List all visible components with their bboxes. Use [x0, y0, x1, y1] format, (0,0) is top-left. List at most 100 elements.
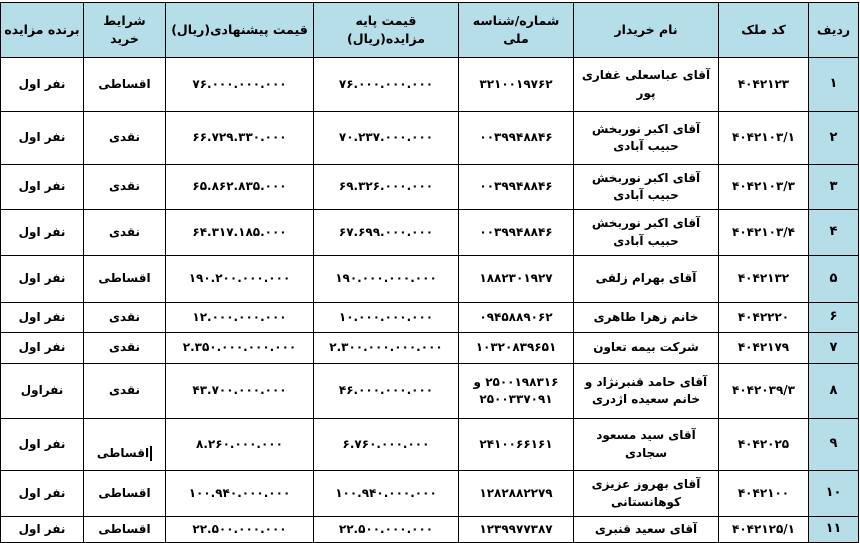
cell-row-number[interactable]: ۹: [808, 418, 859, 471]
cell-national-id[interactable]: ۰۰۳۹۹۴۸۸۴۶: [458, 209, 574, 256]
cell-offer-price[interactable]: ۲.۳۵۰.۰۰۰.۰۰۰.۰۰۰: [165, 332, 314, 364]
cell-buyer-name[interactable]: شرکت بیمه تعاون: [573, 332, 719, 364]
cell-base-price[interactable]: ۷۰.۲۳۷.۰۰۰.۰۰۰: [313, 111, 459, 165]
cell-base-price[interactable]: ۱۹۰.۰۰۰.۰۰۰.۰۰۰: [313, 255, 459, 303]
cell-property-code[interactable]: ۴۰۴۲۱۷۹: [718, 332, 809, 364]
cell-row-number[interactable]: ۷: [808, 332, 859, 364]
cell-auction-winner[interactable]: نفراول: [0, 363, 84, 419]
cell-national-id[interactable]: ۱۸۸۲۳۰۱۹۲۷: [458, 255, 574, 303]
cell-offer-price[interactable]: ۷۶.۰۰۰.۰۰۰.۰۰۰: [165, 57, 314, 112]
cell-property-code[interactable]: ۴۰۴۲۰۳۹/۳: [718, 363, 809, 419]
column-header-purchase-terms[interactable]: شرایط خرید: [83, 2, 166, 58]
cell-row-number[interactable]: ۱۱: [808, 516, 859, 543]
cell-row-number[interactable]: ۲: [808, 111, 859, 165]
cell-purchase-terms[interactable]: اقساطی: [83, 516, 166, 543]
cell-buyer-name[interactable]: آقای اکبر نوربخش حبیب آبادی: [573, 111, 719, 165]
column-header-offer-price[interactable]: قیمت پیشنهادی(ریال): [165, 2, 314, 58]
cell-row-number[interactable]: ۴: [808, 209, 859, 256]
cell-buyer-name[interactable]: آقای عباسعلی غفاری پور: [573, 57, 719, 112]
cell-offer-price[interactable]: ۶۶.۷۲۹.۳۳۰.۰۰۰: [165, 111, 314, 165]
cell-auction-winner[interactable]: نفر اول: [0, 470, 84, 517]
table-row: ۱۱ ۴۰۴۲۱۲۵/۱ آقای سعید قنبری ۱۲۳۹۹۷۷۳۸۷ …: [0, 516, 859, 543]
cell-auction-winner[interactable]: نفر اول: [0, 332, 84, 364]
cell-national-id[interactable]: ۱۲۸۲۸۸۲۲۷۹: [458, 470, 574, 517]
cell-national-id[interactable]: ۰۰۳۹۹۴۸۸۴۶: [458, 111, 574, 165]
cell-base-price[interactable]: ۷۶.۰۰۰.۰۰۰.۰۰۰: [313, 57, 459, 112]
cell-national-id[interactable]: ۰۰۳۹۹۴۸۸۴۶: [458, 164, 574, 210]
cell-property-code[interactable]: ۴۰۴۲۱۰۳/۱: [718, 111, 809, 165]
cell-buyer-name[interactable]: آقای اکبر نوربخش حبیب آبادی: [573, 164, 719, 210]
cell-row-number[interactable]: ۱۰: [808, 470, 859, 517]
cell-national-id[interactable]: ۲۵۰۰۱۹۸۳۱۶ و ۲۵۰۰۳۳۷۰۹۱: [458, 363, 574, 419]
column-header-auction-winner[interactable]: برنده مزایده: [0, 2, 84, 58]
cell-auction-winner[interactable]: نفر اول: [0, 164, 84, 210]
cell-purchase-terms[interactable]: اقساطی: [83, 255, 166, 303]
cell-offer-price[interactable]: ۱۰۰.۹۴۰.۰۰۰.۰۰۰: [165, 470, 314, 517]
cell-purchase-terms[interactable]: نقدی: [83, 302, 166, 333]
cell-purchase-terms[interactable]: نقدی: [83, 332, 166, 364]
cell-base-price[interactable]: ۲.۳۰۰.۰۰۰.۰۰۰.۰۰۰: [313, 332, 459, 364]
cell-buyer-name[interactable]: آقای اکبر نوربخش حبیب آبادی: [573, 209, 719, 256]
cell-property-code[interactable]: ۴۰۴۲۱۲۵/۱: [718, 516, 809, 543]
column-header-base-price[interactable]: قیمت پایه مزایده(ریال): [313, 2, 459, 58]
cell-base-price[interactable]: ۶.۷۶۰.۰۰۰.۰۰۰: [313, 418, 459, 471]
column-header-buyer-name[interactable]: نام خریدار: [573, 2, 719, 58]
cell-base-price[interactable]: ۲۲.۵۰۰.۰۰۰.۰۰۰: [313, 516, 459, 543]
cell-offer-price[interactable]: ۲۲.۵۰۰.۰۰۰.۰۰۰: [165, 516, 314, 543]
cell-row-number[interactable]: ۳: [808, 164, 859, 210]
cell-auction-winner[interactable]: نفر اول: [0, 57, 84, 112]
cell-buyer-name[interactable]: آقای حامد قنبرنژاد و خانم سعیده اژدری: [573, 363, 719, 419]
cell-property-code[interactable]: ۴۰۴۲۱۰۳/۴: [718, 209, 809, 256]
cell-property-code[interactable]: ۴۰۴۲۱۰۳/۳: [718, 164, 809, 210]
cell-offer-price[interactable]: ۸.۲۶۰.۰۰۰.۰۰۰: [165, 418, 314, 471]
cell-national-id[interactable]: ۱۰۳۲۰۸۳۹۶۵۱: [458, 332, 574, 364]
cell-base-price[interactable]: ۱۰.۰۰۰.۰۰۰.۰۰۰: [313, 302, 459, 333]
cell-property-code[interactable]: ۴۰۴۲۱۳۲: [718, 255, 809, 303]
cell-buyer-name[interactable]: آقای سعید قنبری: [573, 516, 719, 543]
cell-auction-winner[interactable]: نفر اول: [0, 302, 84, 333]
cell-buyer-name[interactable]: آقای سید مسعود سجادی: [573, 418, 719, 471]
cell-purchase-terms[interactable]: نقدی: [83, 111, 166, 165]
cell-purchase-terms[interactable]: اقساطی: [83, 57, 166, 112]
cell-row-number[interactable]: ۱: [808, 57, 859, 112]
column-header-national-id[interactable]: شماره/شناسه ملی: [458, 2, 574, 58]
cell-property-code[interactable]: ۴۰۴۲۱۲۳: [718, 57, 809, 112]
cell-purchase-terms[interactable]: اقساطی: [83, 418, 166, 471]
cell-row-number[interactable]: ۶: [808, 302, 859, 333]
cell-offer-price[interactable]: ۶۵.۸۶۲.۸۳۵.۰۰۰: [165, 164, 314, 210]
cell-row-number[interactable]: ۸: [808, 363, 859, 419]
cell-purchase-terms[interactable]: نقدی: [83, 164, 166, 210]
cell-property-code[interactable]: ۴۰۴۲۲۲۰: [718, 302, 809, 333]
cell-auction-winner[interactable]: نفر اول: [0, 209, 84, 256]
cell-offer-price[interactable]: ۱۹۰.۲۰۰.۰۰۰.۰۰۰: [165, 255, 314, 303]
cell-property-code[interactable]: ۴۰۴۲۰۲۵: [718, 418, 809, 471]
cell-buyer-name[interactable]: آقای بهرام زلقی: [573, 255, 719, 303]
cell-buyer-name[interactable]: آقای بهروز عزیزی کوهانستانی: [573, 470, 719, 517]
cell-buyer-name[interactable]: خانم زهرا طاهری: [573, 302, 719, 333]
cell-national-id[interactable]: ۲۴۱۰۰۶۶۱۶۱: [458, 418, 574, 471]
cell-auction-winner[interactable]: نفر اول: [0, 418, 84, 471]
table-row: ۷ ۴۰۴۲۱۷۹ شرکت بیمه تعاون ۱۰۳۲۰۸۳۹۶۵۱ ۲.…: [0, 332, 859, 364]
cell-auction-winner[interactable]: نفر اول: [0, 255, 84, 303]
cell-base-price[interactable]: ۱۰۰.۹۴۰.۰۰۰.۰۰۰: [313, 470, 459, 517]
cell-base-price[interactable]: ۶۹.۳۲۶.۰۰۰.۰۰۰: [313, 164, 459, 210]
table-row: ۶ ۴۰۴۲۲۲۰ خانم زهرا طاهری ۰۹۴۵۸۸۹۰۶۲ ۱۰.…: [0, 302, 859, 333]
cell-national-id[interactable]: ۰۹۴۵۸۸۹۰۶۲: [458, 302, 574, 333]
cell-base-price[interactable]: ۶۷.۶۹۹.۰۰۰.۰۰۰: [313, 209, 459, 256]
cell-row-number[interactable]: ۵: [808, 255, 859, 303]
cell-auction-winner[interactable]: نفر اول: [0, 516, 84, 543]
cell-offer-price[interactable]: ۴۳.۷۰۰.۰۰۰.۰۰۰: [165, 363, 314, 419]
cell-auction-winner[interactable]: نفر اول: [0, 111, 84, 165]
column-header-row-number[interactable]: ردیف: [808, 2, 859, 58]
cell-offer-price[interactable]: ۶۴.۳۱۷.۱۸۵.۰۰۰: [165, 209, 314, 256]
cell-offer-price[interactable]: ۱۲.۰۰۰.۰۰۰.۰۰۰: [165, 302, 314, 333]
cell-base-price[interactable]: ۴۶.۰۰۰.۰۰۰.۰۰۰: [313, 363, 459, 419]
cell-purchase-terms[interactable]: اقساطی: [83, 470, 166, 517]
cell-national-id[interactable]: ۳۲۱۰۰۱۹۷۶۲: [458, 57, 574, 112]
cell-national-id[interactable]: ۱۲۳۹۹۷۷۳۸۷: [458, 516, 574, 543]
cell-purchase-terms[interactable]: نقدی: [83, 209, 166, 256]
cell-property-code[interactable]: ۴۰۴۲۱۰۰: [718, 470, 809, 517]
cell-purchase-terms[interactable]: نقدی: [83, 363, 166, 419]
column-header-property-code[interactable]: کد ملک: [718, 2, 809, 58]
table-row: ۵ ۴۰۴۲۱۳۲ آقای بهرام زلقی ۱۸۸۲۳۰۱۹۲۷ ۱۹۰…: [0, 255, 859, 303]
